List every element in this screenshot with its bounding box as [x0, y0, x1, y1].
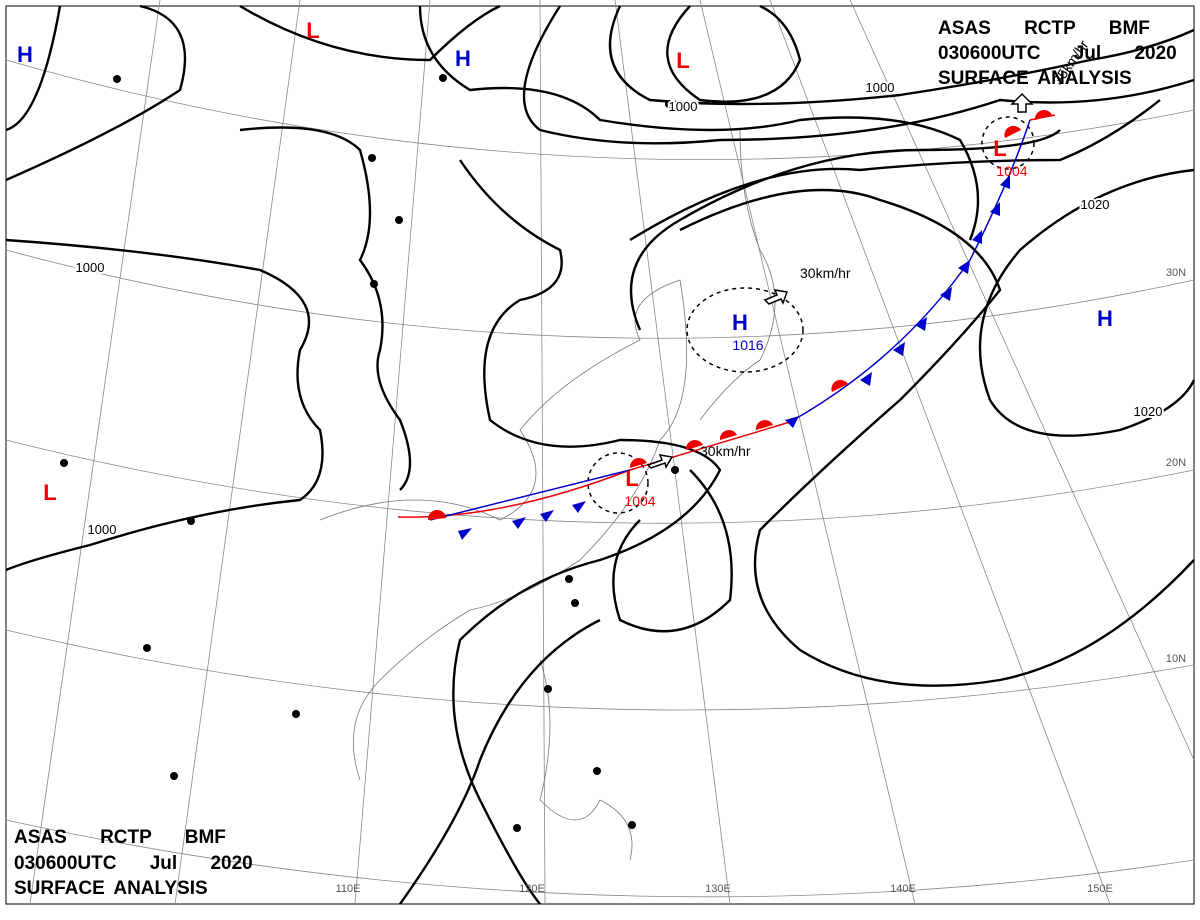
isobar-label: 1020	[1134, 404, 1163, 419]
header-line: ASAS RCTP BMF	[938, 18, 1150, 39]
graticule	[5, 0, 1195, 905]
longitude-label: 120E	[519, 883, 545, 895]
longitude-label: 150E	[1087, 883, 1113, 895]
header-line: SURFACE ANALYSIS	[938, 68, 1132, 89]
header-line: 030600UTC Jul 2020	[938, 43, 1177, 64]
isobar-label: 1000	[866, 80, 895, 95]
pressure-center: H	[732, 310, 748, 335]
pressure-center: L	[625, 466, 638, 491]
center-pressure: 1004	[996, 163, 1027, 179]
isobars	[5, 4, 1196, 905]
footer-line: SURFACE ANALYSIS	[14, 878, 208, 899]
motion-arrows	[646, 92, 1034, 469]
longitude-label: 140E	[890, 883, 916, 895]
isobar-label: 1000	[76, 260, 105, 275]
motion-label: 30km/hr	[700, 443, 751, 459]
longitude-label: 130E	[705, 883, 731, 895]
latitude-label: 10N	[1166, 653, 1186, 665]
pressure-center: L	[993, 136, 1006, 161]
latitude-label: 30N	[1166, 267, 1186, 279]
motion-label: 30km/hr	[800, 265, 851, 281]
center-pressure: 1004	[624, 493, 655, 509]
map-frame	[5, 5, 1195, 905]
longitude-label: 110E	[336, 883, 361, 895]
pressure-center: L	[676, 48, 689, 73]
pressure-center: L	[43, 480, 56, 505]
isobar-label: 1020	[1081, 197, 1110, 212]
isobar-label: 1000	[88, 522, 117, 537]
footer-line: ASAS RCTP BMF	[14, 827, 226, 848]
isobar-label: 1000	[669, 99, 698, 114]
footer-line: 030600UTC Jul 2020	[14, 853, 253, 874]
pressure-center: H	[455, 46, 471, 71]
fronts	[397, 110, 1056, 540]
pressure-center: H	[17, 42, 33, 67]
pressure-center: H	[1097, 306, 1113, 331]
stations	[60, 74, 679, 832]
latitude-label: 20N	[1166, 457, 1186, 469]
pressure-center: L	[306, 18, 319, 43]
center-pressure: 1016	[732, 337, 763, 353]
